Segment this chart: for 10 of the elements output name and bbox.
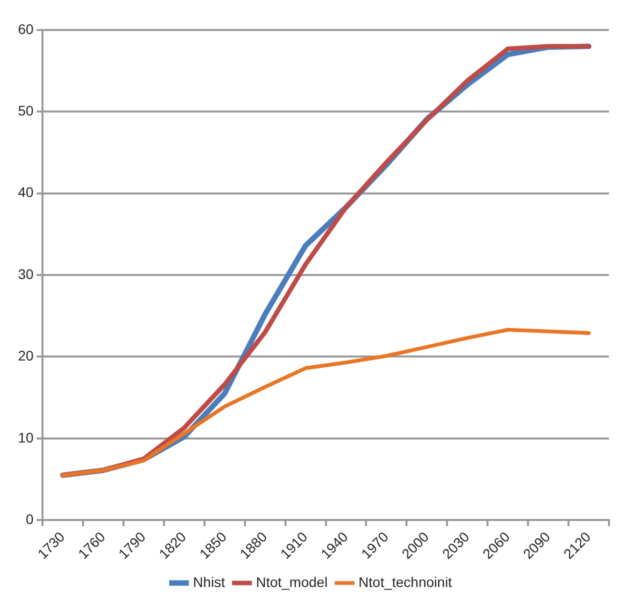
- legend-label: Ntot_model: [256, 574, 328, 590]
- legend-label: Nhist: [193, 574, 226, 590]
- y-tick-label: 10: [18, 429, 34, 446]
- y-tick-label: 40: [18, 184, 34, 200]
- y-tick-label: 60: [18, 20, 34, 37]
- y-tick-label: 30: [18, 266, 34, 282]
- y-tick-label: 0: [26, 510, 34, 527]
- y-tick-label: 20: [18, 348, 34, 364]
- legend-label: Ntot_technoinit: [358, 574, 452, 590]
- y-tick-label: 50: [18, 102, 34, 119]
